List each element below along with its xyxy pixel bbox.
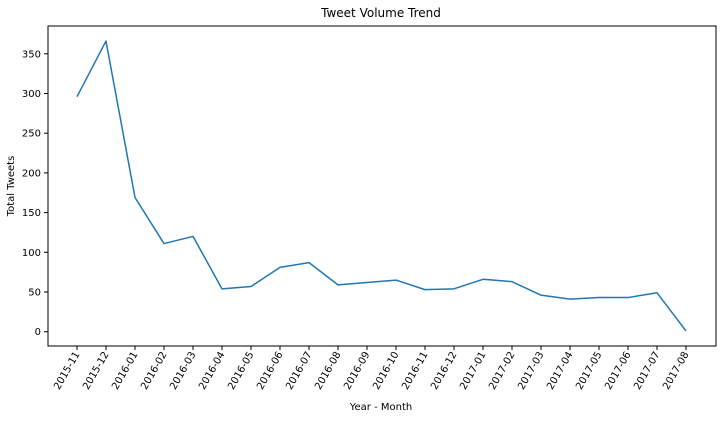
y-tick-label: 350 (22, 49, 41, 60)
x-tick-label: 2016-06 (255, 350, 285, 392)
x-tick-label: 2016-01 (110, 350, 140, 392)
y-tick-label: 50 (28, 288, 41, 299)
y-tick-label: 250 (22, 129, 41, 140)
y-tick-label: 0 (35, 327, 41, 338)
x-tick-label: 2016-11 (400, 350, 430, 392)
x-tick-label: 2017-05 (574, 350, 604, 392)
y-axis: 0 50 100 150 200 250 300 350 (22, 49, 48, 338)
x-axis-title: Year - Month (349, 402, 412, 413)
y-tick-label: 100 (22, 248, 41, 259)
x-tick-label: 2017-07 (632, 350, 662, 392)
x-tick-label: 2017-01 (458, 350, 488, 392)
x-tick-label: 2016-03 (168, 350, 198, 392)
y-tick-label: 300 (22, 89, 41, 100)
x-tick-label: 2016-02 (139, 350, 169, 392)
y-tick-label: 150 (22, 208, 41, 219)
x-tick-label: 2017-08 (661, 350, 691, 392)
x-tick-label: 2016-04 (197, 350, 227, 392)
series-layer (77, 41, 686, 331)
x-tick-label: 2017-03 (516, 350, 546, 392)
series-line (77, 41, 686, 331)
y-tick-label: 200 (22, 168, 41, 179)
x-tick-label: 2016-10 (371, 350, 401, 392)
x-tick-label: 2016-09 (342, 350, 372, 392)
x-tick-label: 2016-05 (226, 350, 256, 392)
y-axis-title: Total Tweets (6, 156, 17, 218)
x-tick-label: 2017-02 (487, 350, 517, 392)
x-tick-label: 2017-04 (545, 350, 575, 392)
x-tick-label: 2016-07 (284, 350, 314, 392)
x-tick-label: 2015-12 (81, 350, 111, 392)
x-tick-label: 2016-12 (429, 350, 459, 392)
x-axis: 2015-112015-122016-012016-022016-032016-… (52, 346, 691, 392)
x-tick-label: 2015-11 (52, 350, 82, 392)
x-tick-label: 2017-06 (603, 350, 633, 392)
x-tick-label: 2016-08 (313, 350, 343, 392)
chart-title: Tweet Volume Trend (320, 6, 441, 20)
